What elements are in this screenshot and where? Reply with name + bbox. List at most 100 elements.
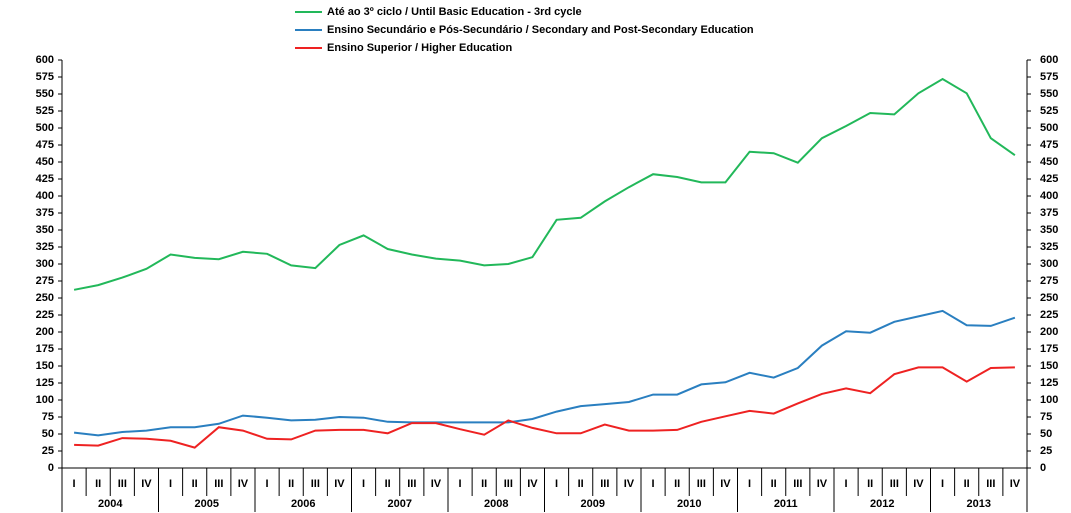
- y-tick-label: 600: [36, 54, 54, 66]
- y2-tick-label: 300: [1040, 258, 1058, 270]
- y2-tick-label: 500: [1040, 122, 1058, 134]
- x-tick-label: I: [459, 478, 462, 490]
- x-tick-label: III: [600, 478, 609, 490]
- y-tick-label: 250: [36, 292, 54, 304]
- y-tick-label: 475: [36, 139, 54, 151]
- x-tick-label: I: [169, 478, 172, 490]
- y-tick-label: 275: [36, 275, 54, 287]
- x-tick-label: II: [385, 478, 391, 490]
- x-tick-label: IV: [1010, 478, 1021, 490]
- series-line: [74, 366, 1015, 449]
- legend-label: Ensino Superior / Higher Education: [327, 42, 512, 54]
- x-tick-label: I: [362, 478, 365, 490]
- x-tick-label: II: [578, 478, 584, 490]
- x-tick-label: III: [407, 478, 416, 490]
- y2-tick-label: 575: [1040, 71, 1058, 83]
- y-tick-label: 150: [36, 360, 54, 372]
- y2-tick-label: 525: [1040, 105, 1058, 117]
- x-tick-label: IV: [238, 478, 249, 490]
- y2-tick-label: 475: [1040, 139, 1058, 151]
- year-label: 2010: [677, 498, 701, 510]
- x-tick-label: IV: [334, 478, 345, 490]
- y-tick-label: 125: [36, 377, 54, 389]
- year-label: 2004: [98, 498, 123, 510]
- x-tick-label: I: [941, 478, 944, 490]
- x-tick-label: IV: [720, 478, 731, 490]
- y2-tick-label: 100: [1040, 394, 1058, 406]
- y2-tick-label: 75: [1040, 411, 1052, 423]
- x-tick-label: III: [118, 478, 127, 490]
- y-tick-label: 450: [36, 156, 54, 168]
- year-label: 2007: [388, 498, 412, 510]
- year-label: 2011: [774, 498, 798, 510]
- year-label: 2005: [195, 498, 219, 510]
- x-tick-label: I: [73, 478, 76, 490]
- y2-tick-label: 25: [1040, 445, 1052, 457]
- y-tick-label: 550: [36, 88, 54, 100]
- x-tick-label: I: [845, 478, 848, 490]
- series-line: [73, 309, 1016, 437]
- x-tick-label: II: [192, 478, 198, 490]
- x-tick-label: IV: [527, 478, 538, 490]
- x-tick-label: II: [95, 478, 101, 490]
- x-tick-label: II: [481, 478, 487, 490]
- x-tick-label: I: [652, 478, 655, 490]
- y2-tick-label: 250: [1040, 292, 1058, 304]
- series-line: [73, 77, 1016, 291]
- y2-tick-label: 450: [1040, 156, 1058, 168]
- y2-tick-label: 425: [1040, 173, 1058, 185]
- y2-tick-label: 400: [1040, 190, 1058, 202]
- y-tick-label: 400: [36, 190, 54, 202]
- x-tick-label: III: [214, 478, 223, 490]
- x-tick-label: IV: [817, 478, 828, 490]
- y2-tick-label: 275: [1040, 275, 1058, 287]
- x-tick-label: III: [311, 478, 320, 490]
- y-tick-label: 525: [36, 105, 54, 117]
- x-tick-label: II: [771, 478, 777, 490]
- y-tick-label: 225: [36, 309, 54, 321]
- y-tick-label: 200: [36, 326, 54, 338]
- y-tick-label: 500: [36, 122, 54, 134]
- x-tick-label: III: [697, 478, 706, 490]
- y2-tick-label: 125: [1040, 377, 1058, 389]
- y-tick-label: 25: [42, 445, 54, 457]
- x-tick-label: II: [288, 478, 294, 490]
- x-tick-label: II: [964, 478, 970, 490]
- y2-tick-label: 150: [1040, 360, 1058, 372]
- x-tick-label: I: [748, 478, 751, 490]
- y2-tick-label: 550: [1040, 88, 1058, 100]
- x-tick-label: III: [986, 478, 995, 490]
- year-label: 2013: [967, 498, 991, 510]
- x-tick-label: IV: [141, 478, 152, 490]
- y-tick-label: 75: [42, 411, 54, 423]
- y-tick-label: 175: [36, 343, 54, 355]
- y2-tick-label: 225: [1040, 309, 1058, 321]
- x-tick-label: IV: [624, 478, 635, 490]
- y2-tick-label: 600: [1040, 54, 1058, 66]
- x-tick-label: IV: [431, 478, 442, 490]
- x-tick-label: III: [793, 478, 802, 490]
- x-tick-label: I: [266, 478, 269, 490]
- x-tick-label: II: [867, 478, 873, 490]
- y-tick-label: 575: [36, 71, 54, 83]
- year-label: 2008: [484, 498, 508, 510]
- year-label: 2012: [870, 498, 894, 510]
- y2-tick-label: 375: [1040, 207, 1058, 219]
- legend-label: Ensino Secundário e Pós-Secundário / Sec…: [327, 24, 754, 36]
- y-tick-label: 50: [42, 428, 54, 440]
- y-tick-label: 0: [48, 462, 54, 474]
- x-tick-label: II: [674, 478, 680, 490]
- year-label: 2009: [581, 498, 605, 510]
- year-label: 2006: [291, 498, 315, 510]
- y2-tick-label: 350: [1040, 224, 1058, 236]
- y-tick-label: 425: [36, 173, 54, 185]
- x-tick-label: III: [890, 478, 899, 490]
- y-tick-label: 350: [36, 224, 54, 236]
- x-tick-label: I: [555, 478, 558, 490]
- y-tick-label: 325: [36, 241, 54, 253]
- x-tick-label: IV: [913, 478, 924, 490]
- y-tick-label: 100: [36, 394, 54, 406]
- legend-label: Até ao 3º ciclo / Until Basic Education …: [327, 6, 582, 18]
- y2-tick-label: 175: [1040, 343, 1058, 355]
